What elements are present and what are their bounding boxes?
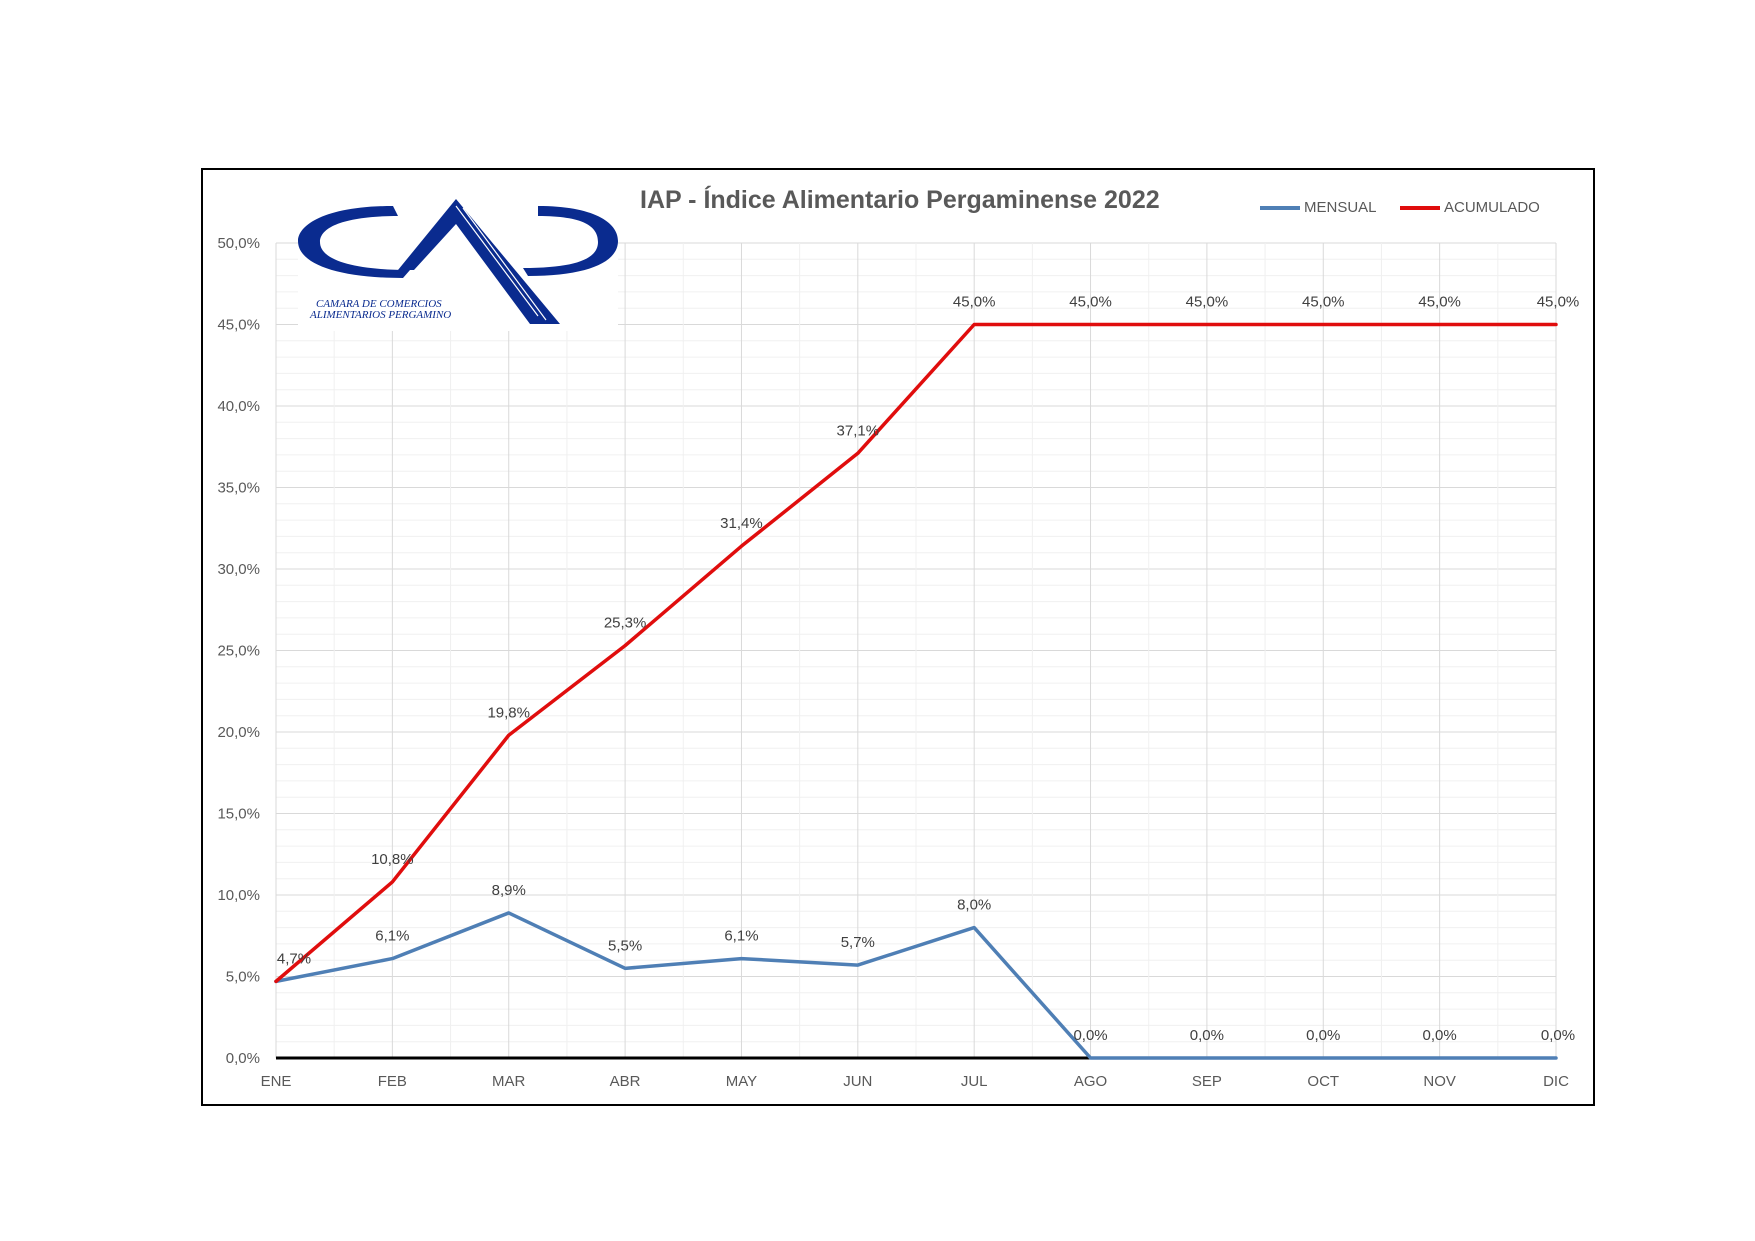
data-label-mensual: 4,7% [277, 950, 311, 967]
data-label-mensual: 5,7% [841, 934, 875, 951]
y-tick-label: 20,0% [217, 724, 260, 741]
x-tick-label: SEP [1192, 1073, 1222, 1090]
x-tick-label: JUL [961, 1073, 988, 1090]
y-tick-label: 40,0% [217, 398, 260, 415]
y-tick-label: 5,0% [226, 969, 260, 986]
y-tick-label: 25,0% [217, 643, 260, 660]
data-label-acumulado: 45,0% [1418, 294, 1461, 311]
data-label-acumulado: 25,3% [604, 615, 647, 632]
y-tick-label: 15,0% [217, 806, 260, 823]
x-tick-label: NOV [1423, 1073, 1456, 1090]
data-label-acumulado: 31,4% [720, 515, 763, 532]
y-tick-label: 10,0% [217, 887, 260, 904]
data-label-mensual: 8,0% [957, 897, 991, 914]
legend-item-acumulado: ACUMULADO [1400, 199, 1540, 216]
y-tick-label: 0,0% [226, 1050, 260, 1067]
x-tick-label: ENE [261, 1073, 292, 1090]
legend-label-mensual: MENSUAL [1304, 199, 1377, 216]
data-label-acumulado: 10,8% [371, 851, 414, 868]
x-tick-label: DIC [1543, 1073, 1569, 1090]
data-label-mensual: 0,0% [1073, 1027, 1107, 1044]
data-label-mensual: 0,0% [1190, 1027, 1224, 1044]
series-line-mensual [274, 911, 1558, 1060]
legend-swatch-mensual [1260, 205, 1300, 210]
data-label-acumulado: 45,0% [953, 294, 996, 311]
data-label-acumulado: 45,0% [1069, 294, 1112, 311]
logo-text-line1: CAMARA DE COMERCIOS [316, 298, 442, 310]
chart-title: IAP - Índice Alimentario Pergaminense 20… [640, 186, 1160, 214]
data-label-mensual: 0,0% [1306, 1027, 1340, 1044]
logo-text-line2: ALIMENTARIOS PERGAMINO [309, 309, 451, 321]
data-label-mensual: 0,0% [1423, 1027, 1457, 1044]
x-tick-label: MAR [492, 1073, 526, 1090]
data-label-mensual: 5,5% [608, 937, 642, 954]
data-label-acumulado: 37,1% [837, 422, 880, 439]
legend-label-acumulado: ACUMULADO [1444, 199, 1540, 216]
y-tick-label: 50,0% [217, 235, 260, 252]
y-tick-label: 30,0% [217, 561, 260, 578]
x-tick-label: AGO [1074, 1073, 1107, 1090]
x-tick-label: ABR [610, 1073, 641, 1090]
legend-swatch-acumulado [1400, 205, 1440, 210]
data-label-acumulado: 45,0% [1537, 294, 1580, 311]
x-tick-label: JUN [843, 1073, 872, 1090]
series-line-acumulado [274, 322, 1558, 984]
data-label-acumulado: 45,0% [1186, 294, 1229, 311]
camara-logo: CAMARA DE COMERCIOS ALIMENTARIOS PERGAMI… [298, 196, 618, 331]
data-label-acumulado: 45,0% [1302, 294, 1345, 311]
y-tick-label: 45,0% [217, 317, 260, 334]
x-tick-label: OCT [1307, 1073, 1339, 1090]
data-label-mensual: 6,1% [724, 928, 758, 945]
data-label-acumulado: 19,8% [487, 704, 530, 721]
legend-item-mensual: MENSUAL [1260, 199, 1377, 216]
y-tick-label: 35,0% [217, 480, 260, 497]
data-label-mensual: 6,1% [375, 928, 409, 945]
x-tick-label: MAY [726, 1073, 757, 1090]
data-label-mensual: 0,0% [1541, 1027, 1575, 1044]
x-tick-label: FEB [378, 1073, 407, 1090]
data-label-mensual: 8,9% [492, 882, 526, 899]
